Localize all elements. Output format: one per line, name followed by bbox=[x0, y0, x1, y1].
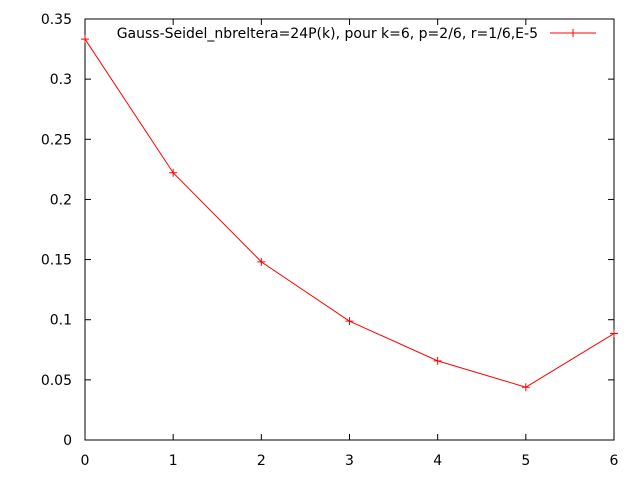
x-axis: 0 1 2 3 4 5 6 bbox=[81, 19, 619, 469]
series-line bbox=[84, 38, 615, 388]
series-layer bbox=[81, 35, 618, 392]
x-tick-label: 4 bbox=[433, 453, 442, 469]
data-point-marker bbox=[345, 317, 354, 326]
x-tick-label: 2 bbox=[257, 453, 266, 469]
y-axis: 0 0.05 0.1 0.15 0.2 0.25 0.3 0.35 bbox=[41, 12, 614, 449]
x-tick-label: 5 bbox=[521, 453, 530, 469]
data-point-marker bbox=[81, 35, 89, 44]
data-point-marker bbox=[610, 329, 618, 338]
y-tick-label: 0.2 bbox=[50, 192, 72, 208]
data-point-marker bbox=[521, 383, 530, 392]
y-tick-label: 0 bbox=[63, 433, 72, 449]
data-point-marker bbox=[433, 356, 442, 365]
plot-frame bbox=[84, 18, 615, 441]
y-tick-label: 0.15 bbox=[41, 253, 72, 269]
legend-label: Gauss-Seidel_nbreltera=24P(k), pour k=6,… bbox=[117, 26, 538, 42]
y-tick-label: 0.1 bbox=[50, 313, 72, 329]
x-tick-label: 0 bbox=[81, 453, 90, 469]
x-tick-label: 3 bbox=[345, 453, 354, 469]
y-tick-label: 0.3 bbox=[50, 72, 72, 88]
data-point-marker bbox=[169, 168, 178, 177]
x-tick-label: 1 bbox=[169, 453, 178, 469]
y-tick-label: 0.05 bbox=[41, 373, 72, 389]
x-tick-label: 6 bbox=[610, 453, 619, 469]
y-tick-label: 0.25 bbox=[41, 132, 72, 148]
legend-marker bbox=[569, 29, 577, 37]
y-tick-label: 0.35 bbox=[41, 12, 72, 28]
legend: Gauss-Seidel_nbreltera=24P(k), pour k=6,… bbox=[117, 26, 596, 42]
data-point-marker bbox=[257, 257, 266, 266]
